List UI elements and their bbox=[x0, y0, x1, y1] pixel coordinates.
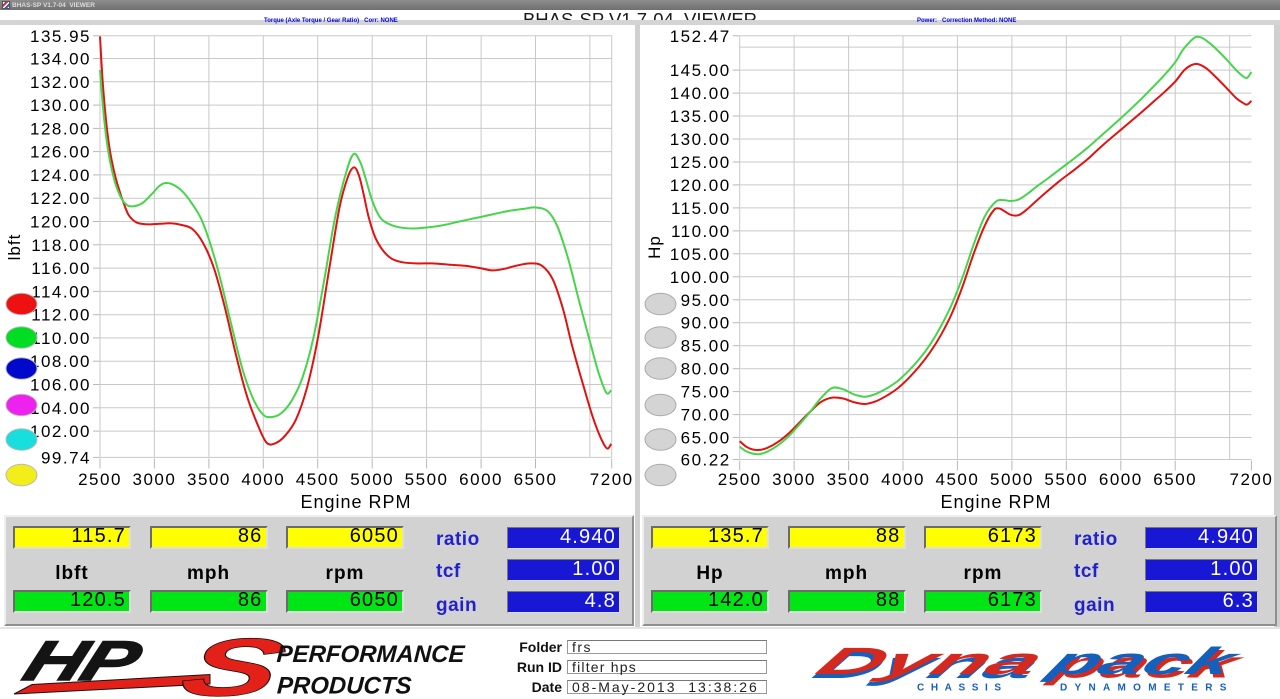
svg-text:125.00: 125.00 bbox=[670, 153, 731, 172]
svg-text:6500: 6500 bbox=[1153, 470, 1197, 489]
svg-text:4000: 4000 bbox=[881, 470, 925, 489]
svg-text:6000: 6000 bbox=[459, 470, 503, 489]
svg-text:Engine RPM: Engine RPM bbox=[940, 492, 1051, 512]
svg-text:4500: 4500 bbox=[935, 470, 979, 489]
svg-text:4000: 4000 bbox=[241, 470, 285, 489]
svg-text:134.00: 134.00 bbox=[30, 50, 91, 69]
svg-text:130.00: 130.00 bbox=[30, 96, 91, 115]
svg-text:132.00: 132.00 bbox=[30, 73, 91, 92]
svg-text:Dyna: Dyna bbox=[804, 644, 1051, 686]
svg-text:3500: 3500 bbox=[187, 470, 231, 489]
svg-text:114.00: 114.00 bbox=[31, 282, 91, 301]
svg-text:Dyna: Dyna bbox=[807, 640, 1054, 682]
svg-text:Hp: Hp bbox=[645, 235, 664, 259]
svg-text:118.00: 118.00 bbox=[31, 236, 91, 255]
svg-text:140.00: 140.00 bbox=[670, 84, 731, 103]
svg-text:PRODUCTS: PRODUCTS bbox=[276, 673, 412, 699]
svg-text:120.00: 120.00 bbox=[670, 176, 731, 195]
svg-text:65.00: 65.00 bbox=[681, 429, 731, 448]
svg-text:130.00: 130.00 bbox=[670, 130, 731, 149]
svg-text:6000: 6000 bbox=[1099, 470, 1143, 489]
svg-text:135.00: 135.00 bbox=[670, 107, 731, 126]
svg-text:5000: 5000 bbox=[350, 470, 394, 489]
svg-text:104.00: 104.00 bbox=[30, 399, 91, 418]
svg-text:2500: 2500 bbox=[718, 470, 762, 489]
svg-text:80.00: 80.00 bbox=[681, 360, 731, 379]
svg-text:75.00: 75.00 bbox=[681, 383, 731, 402]
svg-text:110.00: 110.00 bbox=[671, 222, 731, 241]
svg-text:HP: HP bbox=[15, 630, 149, 692]
svg-text:120.00: 120.00 bbox=[30, 213, 91, 232]
svg-text:110.00: 110.00 bbox=[31, 329, 91, 348]
svg-text:145.00: 145.00 bbox=[670, 61, 731, 80]
svg-text:112.00: 112.00 bbox=[31, 306, 91, 325]
svg-text:6500: 6500 bbox=[514, 470, 558, 489]
svg-text:DYNAMOMETERS: DYNAMOMETERS bbox=[1060, 683, 1234, 694]
svg-text:99.74: 99.74 bbox=[41, 448, 91, 467]
svg-text:70.00: 70.00 bbox=[681, 406, 731, 425]
svg-text:5500: 5500 bbox=[1044, 470, 1088, 489]
svg-text:2500: 2500 bbox=[78, 470, 122, 489]
svg-text:CHASSIS: CHASSIS bbox=[917, 683, 1008, 694]
svg-text:3000: 3000 bbox=[132, 470, 176, 489]
svg-text:85.00: 85.00 bbox=[681, 337, 731, 356]
svg-text:60.22: 60.22 bbox=[681, 451, 731, 470]
svg-text:7200: 7200 bbox=[1229, 470, 1273, 489]
svg-text:106.00: 106.00 bbox=[30, 376, 91, 395]
svg-text:PERFORMANCE: PERFORMANCE bbox=[276, 641, 466, 668]
svg-text:122.00: 122.00 bbox=[30, 189, 91, 208]
svg-text:115.00: 115.00 bbox=[671, 199, 731, 218]
svg-text:152.47: 152.47 bbox=[670, 27, 731, 46]
svg-text:100.00: 100.00 bbox=[670, 268, 731, 287]
svg-text:5500: 5500 bbox=[405, 470, 449, 489]
svg-text:7200: 7200 bbox=[590, 470, 634, 489]
svg-text:3000: 3000 bbox=[772, 470, 816, 489]
svg-text:105.00: 105.00 bbox=[670, 245, 731, 264]
svg-text:128.00: 128.00 bbox=[30, 119, 91, 138]
svg-text:Engine RPM: Engine RPM bbox=[300, 492, 411, 512]
svg-text:pack: pack bbox=[1042, 643, 1254, 686]
svg-text:126.00: 126.00 bbox=[30, 143, 91, 162]
svg-text:135.95: 135.95 bbox=[30, 27, 91, 46]
svg-text:102.00: 102.00 bbox=[30, 422, 91, 441]
svg-text:124.00: 124.00 bbox=[30, 166, 91, 185]
svg-text:5000: 5000 bbox=[990, 470, 1034, 489]
svg-text:pack: pack bbox=[1039, 640, 1251, 683]
svg-text:4500: 4500 bbox=[296, 470, 340, 489]
svg-text:95.00: 95.00 bbox=[681, 291, 731, 310]
svg-text:108.00: 108.00 bbox=[30, 352, 91, 371]
svg-text:lbft: lbft bbox=[5, 234, 24, 261]
svg-text:116.00: 116.00 bbox=[31, 259, 91, 278]
svg-text:3500: 3500 bbox=[827, 470, 871, 489]
svg-text:90.00: 90.00 bbox=[681, 314, 731, 333]
